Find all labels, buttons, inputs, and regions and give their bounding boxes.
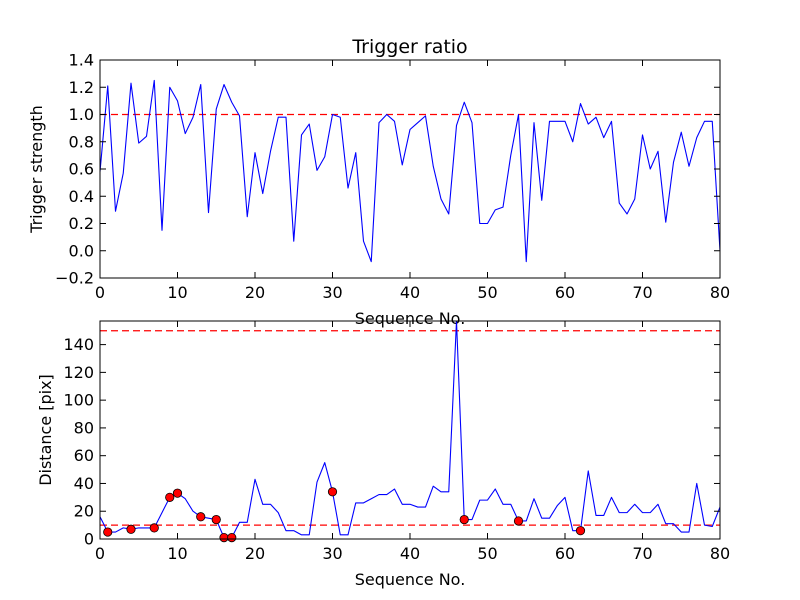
- distance-panel: 0 10 20 30 40 50 60 70 80 0 20 40 60 80 100 120 140 Sequ…: [36, 320, 730, 589]
- data-point-marker: [103, 527, 113, 537]
- data-point-marker: [575, 526, 586, 536]
- x-tick-label: 80: [710, 544, 730, 563]
- x-tick-label: 0: [95, 283, 105, 302]
- data-point-marker: [327, 487, 338, 497]
- chart-title: Trigger ratio: [351, 36, 467, 58]
- x-tick-label: 60: [555, 544, 575, 563]
- y-tick-label: 1.0: [69, 105, 94, 124]
- data-point-marker: [227, 533, 237, 543]
- x-axis-label: Sequence No.: [355, 570, 466, 589]
- data-point-marker: [196, 512, 206, 522]
- x-tick-label: 40: [400, 544, 420, 563]
- data-point-marker: [459, 514, 469, 525]
- x-tick-label: 70: [632, 283, 652, 302]
- data-point-marker: [211, 514, 221, 525]
- x-tick-label: 20: [245, 283, 265, 302]
- y-tick-label: 0.6: [69, 160, 94, 179]
- y-tick-label: 20: [74, 502, 94, 521]
- x-tick-label: 60: [555, 283, 575, 302]
- y-tick-label: 1.2: [69, 78, 94, 97]
- y-tick-label: 80: [74, 418, 94, 437]
- x-axis-label: Sequence No.: [355, 309, 466, 328]
- y-tick-label: 0.0: [69, 241, 94, 260]
- x-tick-label: 10: [167, 283, 187, 302]
- y-tick-label: −0.2: [55, 269, 94, 288]
- y-tick-label: 100: [63, 391, 94, 410]
- data-point-marker: [513, 516, 524, 526]
- y-axis-label: Trigger strength: [27, 105, 46, 234]
- y-tick-label: 0.2: [69, 214, 94, 233]
- y-tick-label: 0.8: [69, 132, 94, 151]
- series-line: [99, 79, 721, 263]
- x-tick-label: 80: [710, 283, 730, 302]
- x-tick-label: 30: [322, 283, 342, 302]
- data-point-marker: [165, 492, 175, 502]
- x-tick-label: 40: [400, 283, 420, 302]
- y-tick-label: 0: [84, 530, 94, 549]
- y-tick-label: 60: [74, 446, 94, 465]
- y-tick-label: 0.4: [69, 187, 94, 206]
- x-tick-label: 10: [167, 544, 187, 563]
- y-axis-label: Distance [pix]: [36, 374, 55, 486]
- data-point-marker: [126, 524, 136, 534]
- x-tick-label: 50: [477, 283, 497, 302]
- data-point-marker: [219, 533, 229, 543]
- y-tick-label: 40: [74, 474, 94, 493]
- x-tick-label: 0: [95, 544, 105, 563]
- x-tick-label: 30: [322, 544, 342, 563]
- y-tick-label: 140: [63, 335, 94, 354]
- x-tick-label: 50: [477, 544, 497, 563]
- x-tick-label: 70: [632, 544, 652, 563]
- x-tick-label: 20: [245, 544, 265, 563]
- data-point-marker: [172, 488, 183, 498]
- y-tick-label: 120: [63, 363, 94, 382]
- trigger-ratio-panel: 0 10 20 30 40 50 60 70 80 −0.2 0.0 0.2 0.4 0.6 0.8 1.0 1…: [27, 36, 730, 328]
- y-tick-label: 1.4: [69, 51, 94, 70]
- data-point-marker: [149, 523, 159, 533]
